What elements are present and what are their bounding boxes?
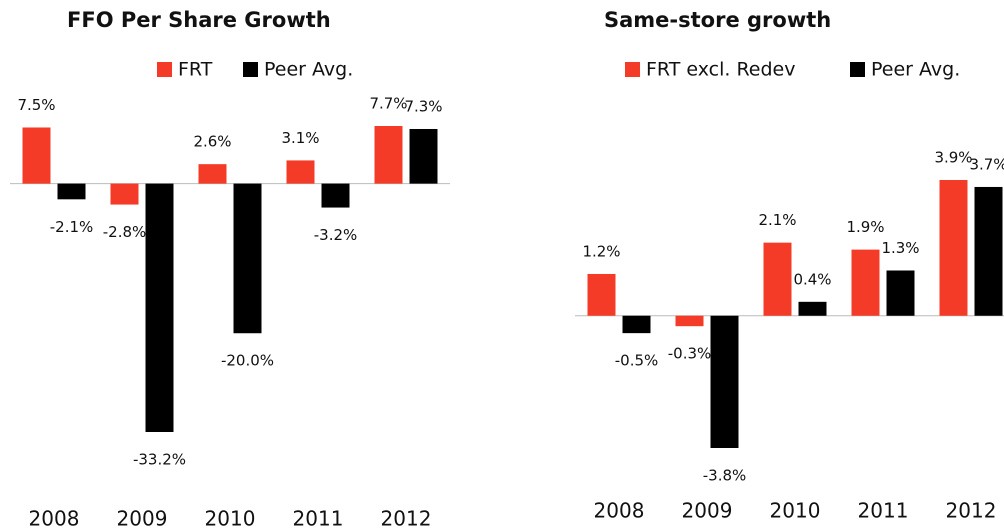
x-tick-label: 2008 [594,499,645,523]
bar [321,183,350,208]
value-label: -3.2% [314,226,358,244]
value-label: -33.2% [133,451,186,469]
bar [851,249,880,316]
legend-swatch [243,62,258,77]
bar [22,127,51,184]
bar [374,126,403,184]
legend-label: FRT excl. Redev [646,59,796,81]
value-label: -3.8% [703,467,747,485]
x-tick-label: 2010 [205,507,256,531]
value-label: -2.8% [103,223,147,241]
x-tick-label: 2010 [770,499,821,523]
bar [233,183,262,334]
bar [587,273,616,316]
value-label: 2.6% [193,133,231,151]
chart-title: Same-store growth [604,8,831,32]
value-label: 7.5% [17,96,55,114]
bar [286,160,315,184]
legend-label: Peer Avg. [264,59,353,81]
x-tick-label: 2011 [293,507,344,531]
value-label: 7.3% [404,97,442,115]
value-label: -0.5% [615,352,659,370]
legend-swatch [850,62,865,77]
bar [409,128,438,184]
bar [622,315,651,334]
value-label: 1.9% [846,218,884,236]
legend-swatch [157,62,172,77]
value-label: 7.7% [369,95,407,113]
value-label: 3.7% [969,155,1004,173]
bar [145,183,174,432]
bar [198,164,227,184]
bar [974,186,1003,316]
value-label: 3.1% [281,129,319,147]
x-tick-label: 2009 [682,499,733,523]
bar [939,180,968,316]
bar [710,315,739,448]
bar [886,270,915,316]
value-label: 0.4% [793,270,831,288]
legend-label: Peer Avg. [871,59,960,81]
legend-swatch [625,62,640,77]
value-label: -0.3% [668,345,712,363]
chart-title: FFO Per Share Growth [67,8,331,32]
x-tick-label: 2008 [29,507,80,531]
value-label: -2.1% [50,218,94,236]
bar [57,183,86,200]
value-label: -20.0% [221,352,274,370]
legend-label: FRT [178,59,213,81]
x-tick-label: 2012 [946,499,997,523]
x-tick-label: 2009 [117,507,168,531]
value-label: 3.9% [934,149,972,167]
value-label: 1.2% [582,242,620,260]
bar [110,183,139,205]
x-tick-label: 2012 [381,507,432,531]
value-label: 1.3% [881,239,919,257]
value-label: 2.1% [758,211,796,229]
bar [798,301,827,316]
x-tick-label: 2011 [858,499,909,523]
bar [763,242,792,316]
bar [675,315,704,327]
